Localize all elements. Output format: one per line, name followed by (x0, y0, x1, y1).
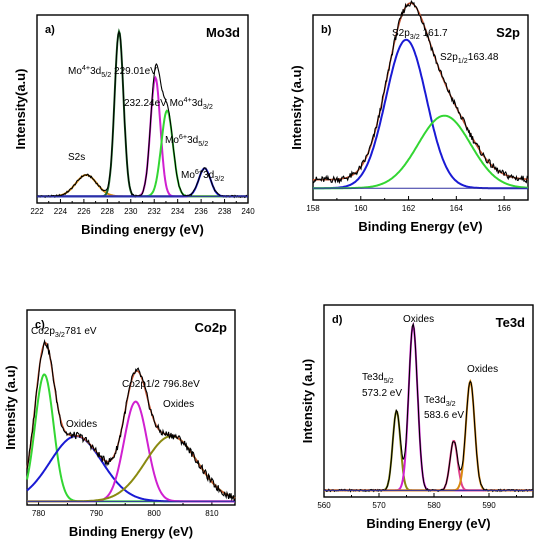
experimental-spectrum (26, 338, 236, 503)
x-tick-label: 166 (497, 204, 511, 213)
annotation: S2s (68, 152, 85, 163)
x-tick-label: 810 (205, 509, 219, 518)
y-axis-label: Intensity (a.u) (289, 65, 304, 150)
annotation: 232.24eV Mo4+3d3/2 (124, 95, 213, 111)
annotation: Oxides (403, 314, 434, 325)
annotation: S2p1/2163.48 (440, 52, 499, 65)
x-tick-label: 570 (372, 501, 386, 510)
chart-panel-a: 222 224 226 228 230 232 234 236 238 240 Binding en… (13, 14, 255, 237)
x-tick-label: 226 (77, 207, 91, 216)
experimental-spectrum (312, 0, 529, 185)
x-tick-label: 164 (450, 204, 464, 213)
x-tick-label: 780 (32, 509, 46, 518)
annotation: Mo6+3d3/2 (181, 167, 224, 183)
panel-title: S2p (496, 25, 520, 40)
x-tick-label: 230 (124, 207, 138, 216)
annotation: Te3d3/2 (424, 395, 456, 408)
x-tick-label: 162 (402, 204, 416, 213)
panel-letter: c) (35, 319, 45, 331)
x-tick-label: 236 (194, 207, 208, 216)
annotation: S2p3/2 161.7 (392, 28, 448, 41)
chart-panel-c: 780 790 800 810 Binding Energy (eV) Intensity… (3, 309, 236, 539)
annotation: Oxides (467, 364, 498, 375)
x-tick-label: 232 (148, 207, 162, 216)
annotation: Oxides (163, 399, 194, 410)
annotation: Mo6+3d5/2 (165, 132, 208, 148)
y-axis-label: Intensity (a.u) (300, 359, 315, 444)
annotations: S2s Mo4+3d5/2 229.01eV 232.24eV Mo4+3d3/2 M… (31, 28, 499, 430)
x-axis-label: Binding Energy (eV) (366, 516, 490, 531)
x-tick-label: 790 (90, 509, 104, 518)
panel-title: Te3d (496, 315, 525, 330)
panel-letter: d) (332, 314, 343, 326)
annotation: 583.6 eV (424, 410, 464, 421)
x-axis-label: Binding Energy (eV) (69, 524, 193, 539)
x-tick-label: 580 (427, 501, 441, 510)
x-tick-label: 240 (241, 207, 255, 216)
y-axis-label: Intensity(a.u) (13, 69, 28, 150)
x-tick-label: 590 (482, 501, 496, 510)
x-tick-label: 238 (218, 207, 232, 216)
chart-panel-d: 560 570 580 590 Binding Energy (eV) Intensity… (300, 304, 534, 531)
panel-title: Mo3d (206, 25, 240, 40)
x-tick-label: 224 (54, 207, 68, 216)
y-axis-label: Intensity (a.u) (3, 365, 18, 450)
annotation: Co2p3/2781 eV (31, 326, 97, 339)
panel-title: Co2p (195, 320, 228, 335)
annotation: Mo4+3d5/2 229.01eV (68, 63, 157, 79)
plot-frame (36, 14, 249, 204)
x-tick-label: 560 (317, 501, 331, 510)
x-tick-label: 228 (101, 207, 115, 216)
panel-letter: a) (45, 24, 55, 36)
x-tick-label: 222 (30, 207, 44, 216)
annotation: Oxides (66, 419, 97, 430)
panel-letter: b) (321, 24, 332, 36)
x-tick-label: 234 (171, 207, 185, 216)
chart-panel-b: 158 160 162 164 166 Binding Energy (eV) Intens… (289, 0, 529, 234)
x-axis-label: Binding Energy (eV) (358, 219, 482, 234)
x-tick-label: 160 (354, 204, 368, 213)
annotation: 573.2 eV (362, 388, 402, 399)
x-tick-label: 800 (147, 509, 161, 518)
x-tick-label: 158 (306, 204, 320, 213)
experimental-spectrum (36, 30, 249, 199)
plot-frame (312, 14, 529, 201)
x-axis-label: Binding energy (eV) (81, 222, 204, 237)
annotation: Te3d5/2 (362, 372, 394, 385)
plot-frame (323, 304, 534, 498)
annotation: Co2p1/2 796.8eV (122, 379, 200, 390)
